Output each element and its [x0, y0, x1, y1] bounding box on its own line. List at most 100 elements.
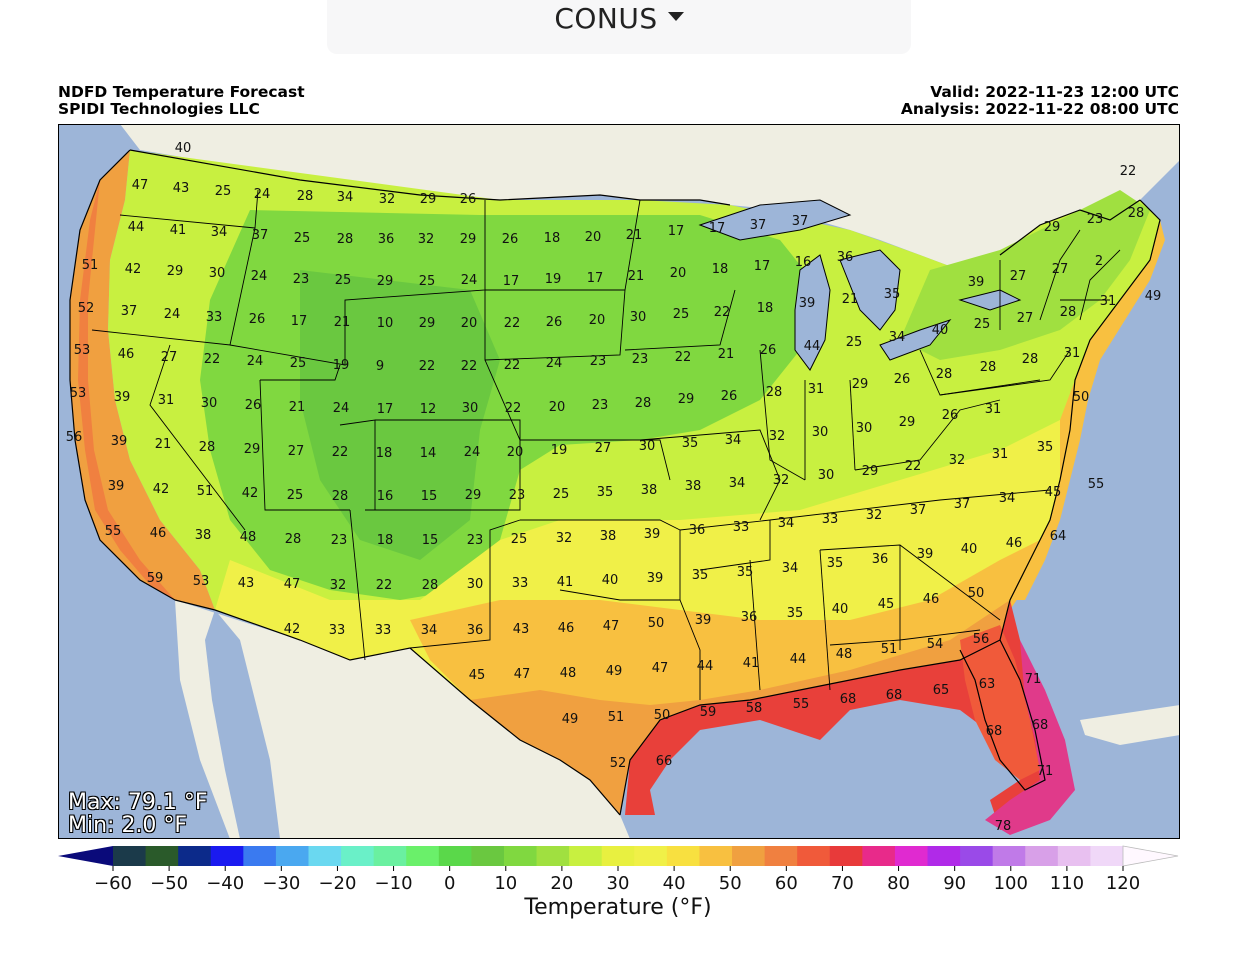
temperature-label: 30: [856, 421, 873, 436]
temperature-label: 34: [211, 225, 228, 240]
temperature-label: 43: [513, 622, 530, 637]
temperature-label: 47: [652, 661, 669, 676]
temperature-label: 44: [790, 652, 807, 667]
temperature-label: 12: [420, 402, 437, 417]
temperature-label: 17: [377, 402, 394, 417]
colorbar-high-arrow: [1122, 845, 1179, 867]
temperature-label: 19: [551, 443, 568, 458]
colorbar-swatch: [601, 846, 635, 866]
temperature-label: 68: [886, 688, 903, 703]
temperature-label: 18: [377, 533, 394, 548]
colorbar-swatch: [829, 846, 863, 866]
temperature-label: 25: [419, 274, 436, 289]
temperature-label: 29: [167, 264, 184, 279]
temperature-label: 51: [881, 642, 898, 657]
temperature-label: 21: [334, 315, 351, 330]
temperature-label: 34: [782, 561, 799, 576]
temperature-label: 21: [289, 400, 306, 415]
temperature-label: 22: [1120, 164, 1137, 179]
temperature-label: 25: [215, 184, 232, 199]
temperature-label: 43: [238, 576, 255, 591]
temperature-label: 44: [128, 220, 145, 235]
temperature-label: 24: [254, 187, 271, 202]
temperature-label: 27: [288, 444, 305, 459]
temperature-label: 49: [562, 712, 579, 727]
temperature-label: 28: [285, 532, 302, 547]
temperature-label: 56: [973, 632, 990, 647]
temperature-label: 25: [553, 487, 570, 502]
temperature-label: 37: [910, 503, 927, 518]
pacific-coastline: [69, 149, 176, 601]
colorbar-tick-label: 30: [607, 873, 630, 892]
temperature-label: 35: [1037, 440, 1054, 455]
colorbar-swatch: [862, 846, 896, 866]
temperature-label: 33: [822, 512, 839, 527]
colorbar-swatch: [634, 846, 668, 866]
temperature-label: 20: [507, 445, 524, 460]
temperature-label: 24: [164, 307, 181, 322]
gulf-hot-water: [625, 600, 1060, 830]
temperature-label: 31: [808, 382, 825, 397]
colorbar-swatch: [1025, 846, 1059, 866]
temperature-label: 39: [695, 613, 712, 628]
temperature-label: 32: [418, 232, 435, 247]
temperature-label: 35: [827, 556, 844, 571]
temperature-label: 34: [421, 623, 438, 638]
temperature-label: 24: [333, 401, 350, 416]
temperature-label: 19: [545, 272, 562, 287]
temperature-label: 50: [648, 616, 665, 631]
temperature-label: 51: [197, 484, 214, 499]
colorbar-swatch: [471, 846, 505, 866]
region-dropdown[interactable]: CONUS: [327, 0, 911, 54]
colorbar-swatch: [927, 846, 961, 866]
colorbar-tick-label: 90: [943, 873, 966, 892]
temperature-label: 53: [74, 343, 91, 358]
temperature-label: 55: [105, 524, 122, 539]
temperature-label: 26: [942, 408, 959, 423]
temperature-label: 39: [968, 275, 985, 290]
temperature-label: 29: [852, 377, 869, 392]
temperature-label: 22: [714, 305, 731, 320]
colorbar-swatch: [960, 846, 994, 866]
temperature-label: 24: [461, 273, 478, 288]
temperature-label: 40: [832, 602, 849, 617]
temperature-label: 18: [712, 262, 729, 277]
temperature-label: 21: [155, 437, 172, 452]
temperature-label: 35: [787, 606, 804, 621]
colorbar-swatch: [308, 846, 342, 866]
colorbar-swatch: [113, 846, 147, 866]
temperature-label: 23: [592, 398, 609, 413]
rockies-cold: [300, 270, 500, 560]
temperature-label: 25: [294, 231, 311, 246]
temperature-label: 52: [78, 301, 95, 316]
temperature-label: 28: [936, 367, 953, 382]
colorbar-swatch: [438, 846, 472, 866]
temperature-label: 38: [685, 479, 702, 494]
temperature-label: 28: [199, 440, 216, 455]
temperature-label: 37: [750, 218, 767, 233]
colorbar-swatch: [341, 846, 375, 866]
colorbar-tick-label: −40: [206, 873, 244, 892]
temperature-label: 16: [377, 489, 394, 504]
temperature-label: 26: [460, 192, 477, 207]
temperature-label: 22: [504, 358, 521, 373]
florida-straits-hot: [985, 640, 1075, 835]
temperature-label: 37: [121, 304, 138, 319]
gulf-coastline: [619, 639, 1046, 816]
temperature-label: 33: [733, 520, 750, 535]
temperature-label: 17: [503, 274, 520, 289]
temperature-label: 30: [462, 401, 479, 416]
temperature-label: 31: [1100, 294, 1117, 309]
min-temp: Min: 2.0 °F: [68, 813, 188, 838]
colorbar-ticks: −60 −50 −40 −30 −20 −10 0 10 20 30 40 50 60 70 80 90 100…: [94, 866, 1140, 892]
temperature-label: 28: [635, 396, 652, 411]
temperature-label: 34: [889, 330, 906, 345]
temperature-label: 65: [933, 683, 950, 698]
temperature-label: 40: [175, 141, 192, 156]
colorbar-tick-label: 110: [1050, 873, 1084, 892]
temperature-label: 29: [678, 392, 695, 407]
temperature-label: 44: [697, 659, 714, 674]
temperature-label: 21: [628, 269, 645, 284]
